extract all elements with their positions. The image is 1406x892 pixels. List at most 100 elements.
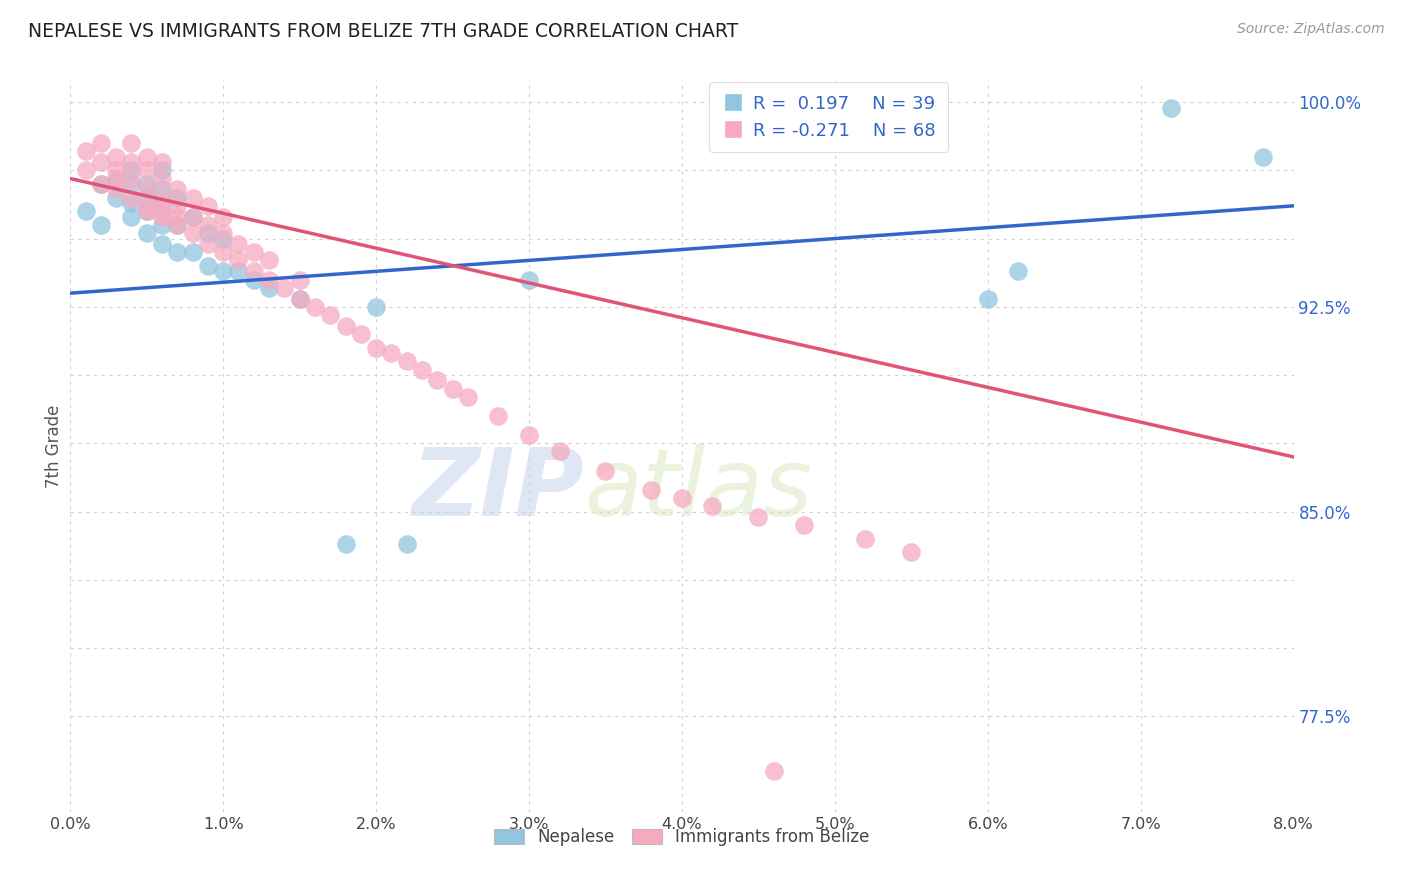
Point <box>150 163 173 178</box>
Point <box>762 764 785 778</box>
Point <box>702 499 724 513</box>
Point <box>181 191 204 205</box>
Point <box>90 218 112 232</box>
Point <box>135 191 157 205</box>
Point <box>105 150 128 164</box>
Point <box>150 155 173 169</box>
Point <box>335 537 357 551</box>
Point <box>197 226 219 240</box>
Point <box>1007 264 1029 278</box>
Point <box>135 163 157 178</box>
Point <box>135 204 157 219</box>
Point <box>121 210 143 224</box>
Point <box>121 163 143 178</box>
Point <box>853 532 877 546</box>
Point <box>181 210 204 224</box>
Point <box>75 204 97 219</box>
Point <box>121 177 143 191</box>
Point <box>212 226 235 240</box>
Point <box>90 155 112 169</box>
Point <box>135 182 157 196</box>
Point <box>75 163 97 178</box>
Point <box>166 182 188 196</box>
Text: ZIP: ZIP <box>411 444 583 536</box>
Point <box>197 259 219 273</box>
Point <box>121 155 143 169</box>
Point <box>150 191 173 205</box>
Point <box>671 491 693 505</box>
Point <box>166 245 188 260</box>
Point <box>517 272 540 286</box>
Point <box>457 390 479 404</box>
Point <box>181 226 204 240</box>
Point <box>747 510 769 524</box>
Point <box>257 253 280 268</box>
Point <box>441 382 464 396</box>
Point <box>166 210 188 224</box>
Point <box>228 237 250 252</box>
Point <box>228 264 250 278</box>
Point <box>366 300 388 314</box>
Point <box>150 210 173 224</box>
Point <box>90 136 112 150</box>
Point <box>166 199 188 213</box>
Point <box>243 245 266 260</box>
Point <box>380 346 402 360</box>
Point <box>105 191 128 205</box>
Point <box>1251 150 1274 164</box>
Point <box>288 292 311 306</box>
Point <box>181 245 204 260</box>
Point <box>319 308 342 322</box>
Point <box>595 464 617 478</box>
Point <box>90 177 112 191</box>
Point <box>135 177 157 191</box>
Point <box>243 272 266 286</box>
Point <box>135 226 157 240</box>
Point <box>150 204 173 219</box>
Point <box>197 218 219 232</box>
Point <box>395 354 418 368</box>
Point <box>150 199 173 213</box>
Point <box>121 171 143 186</box>
Point <box>121 196 143 211</box>
Point <box>243 264 266 278</box>
Point <box>105 163 128 178</box>
Point <box>166 191 188 205</box>
Point <box>288 292 311 306</box>
Point <box>366 341 388 355</box>
Text: NEPALESE VS IMMIGRANTS FROM BELIZE 7TH GRADE CORRELATION CHART: NEPALESE VS IMMIGRANTS FROM BELIZE 7TH G… <box>28 22 738 41</box>
Point <box>212 231 235 245</box>
Point <box>426 374 449 388</box>
Point <box>150 171 173 186</box>
Point <box>1160 101 1182 115</box>
Point <box>548 444 571 458</box>
Point <box>228 253 250 268</box>
Point <box>166 218 188 232</box>
Point <box>121 191 143 205</box>
Point <box>304 300 326 314</box>
Legend: Nepalese, Immigrants from Belize: Nepalese, Immigrants from Belize <box>486 820 877 855</box>
Point <box>395 537 418 551</box>
Point <box>976 292 998 306</box>
Text: Source: ZipAtlas.com: Source: ZipAtlas.com <box>1237 22 1385 37</box>
Point <box>900 545 922 559</box>
Point <box>105 171 128 186</box>
Point <box>150 237 173 252</box>
Point <box>257 281 280 295</box>
Point <box>181 210 204 224</box>
Point <box>121 136 143 150</box>
Point <box>212 245 235 260</box>
Point <box>135 150 157 164</box>
Point <box>135 204 157 219</box>
Point <box>488 409 510 423</box>
Point <box>105 171 128 186</box>
Point <box>197 237 219 252</box>
Point <box>517 428 540 442</box>
Point <box>90 177 112 191</box>
Point <box>166 218 188 232</box>
Point <box>257 272 280 286</box>
Point <box>335 318 357 333</box>
Point <box>411 362 433 376</box>
Point <box>350 327 373 342</box>
Point <box>75 145 97 159</box>
